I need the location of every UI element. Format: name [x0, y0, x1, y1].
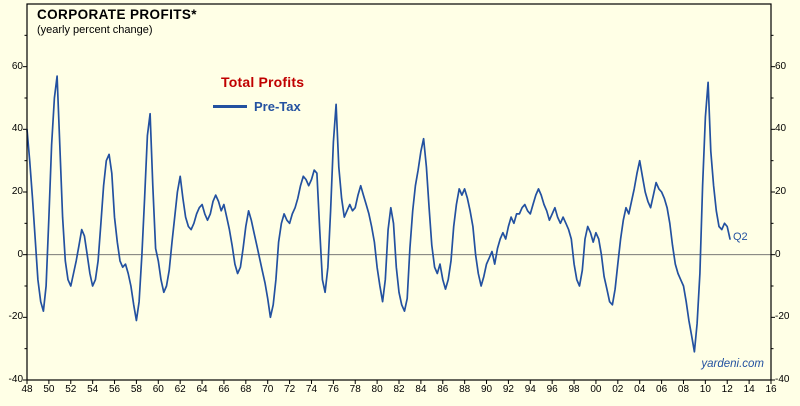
legend-label-pretax: Pre-Tax — [254, 99, 301, 114]
chart-title: CORPORATE PROFITS* — [37, 7, 197, 22]
yardeni-watermark: yardeni.com — [701, 358, 764, 370]
legend-group-title: Total Profits — [221, 74, 305, 90]
annotation-q2: Q2 — [733, 231, 748, 243]
title-block: CORPORATE PROFITS* (yearly percent chang… — [37, 7, 197, 36]
chart-subtitle: (yearly percent change) — [37, 24, 153, 36]
legend-item-pretax: Pre-Tax — [213, 99, 304, 114]
legend: Total Profits Pre-Tax — [213, 74, 304, 114]
pretax-line-swatch — [213, 105, 247, 108]
